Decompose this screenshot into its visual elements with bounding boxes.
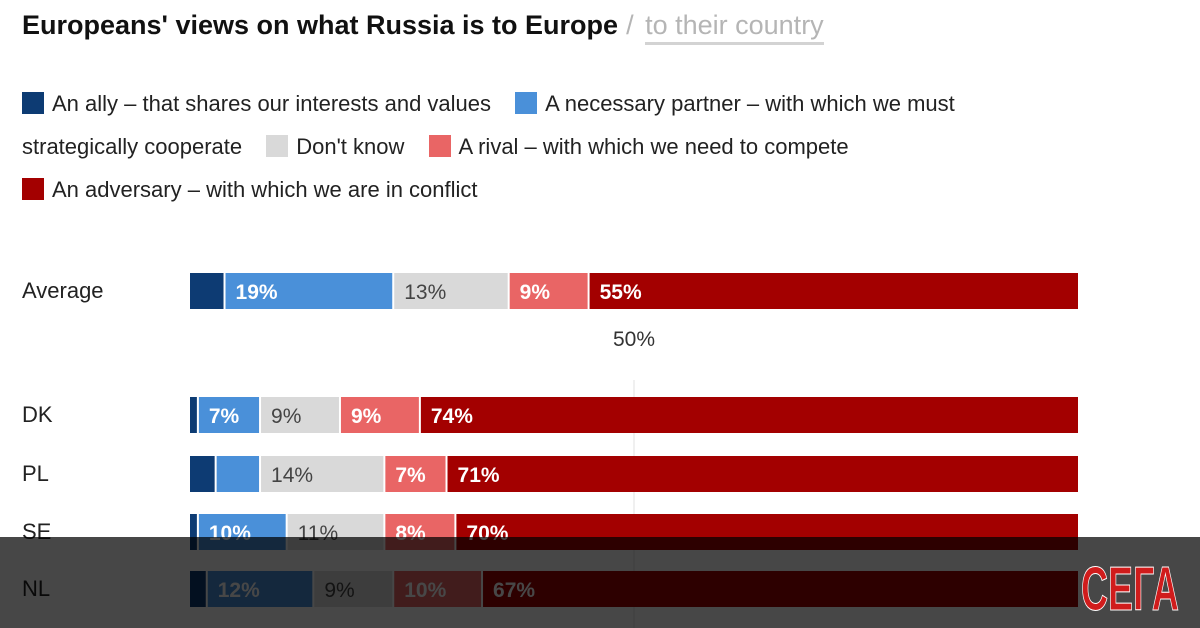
bar-pl-series-2 [261,456,384,492]
legend: An ally – that shares our interests and … [22,82,1062,211]
bar-average-series-0 [190,273,224,309]
category-label-dk: DK [22,402,53,427]
legend-label-adversary: An adversary – with which we are in conf… [52,177,478,202]
bar-average-series-1 [225,273,393,309]
title-separator: / [626,10,634,40]
category-label-average: Average [22,278,104,303]
data-label-dk-series-4: 74% [431,405,473,428]
legend-item-dont-know: Don't know [266,134,404,159]
data-label-average-series-4: 55% [600,281,642,304]
legend-item-adversary: An adversary – with which we are in conf… [22,177,478,202]
data-label-dk-series-3: 9% [351,405,382,428]
legend-item-ally: An ally – that shares our interests and … [22,91,491,116]
data-label-pl-series-2: 14% [271,464,313,487]
bar-dk-series-2 [261,397,339,433]
bar-average-series-4 [589,273,1078,309]
legend-item-rival: A rival – with which we need to compete [428,134,849,159]
bar-pl-series-1 [216,456,260,492]
legend-swatch-rival [428,135,451,157]
legend-swatch-dont-know [266,135,289,157]
data-label-pl-series-4: 71% [458,464,500,487]
sega-logo-text: СЕГА [1081,555,1179,622]
data-label-pl-series-3: 7% [395,464,426,487]
legend-swatch-adversary [22,178,44,200]
legend-label-partner: A necessary partner – with which we must… [22,91,955,159]
bar-dk-series-4 [420,397,1078,433]
legend-label-dont-know: Don't know [296,134,405,159]
bar-pl-series-3 [385,456,446,492]
legend-label-rival: A rival – with which we need to compete [458,134,849,159]
legend-swatch-partner [515,92,538,114]
bar-pl-series-0 [190,456,215,492]
category-label-pl: PL [22,461,49,486]
bar-dk-series-3 [340,397,419,433]
bar-pl-series-4 [447,456,1078,492]
data-label-dk-series-2: 9% [271,405,301,428]
sega-logo: СЕГА [1081,555,1180,623]
bar-average-series-2 [394,273,508,309]
data-label-average-series-3: 9% [520,281,551,304]
bar-dk-series-0 [190,397,197,433]
bar-average-series-3 [509,273,588,309]
tab-to-their-country[interactable]: to their country [645,10,824,45]
title-main: Europeans' views on what Russia is to Eu… [22,10,619,40]
legend-item-partner: A necessary partner – with which we must… [22,91,955,159]
legend-label-ally: An ally – that shares our interests and … [52,91,492,116]
legend-swatch-ally [22,92,44,114]
chart-title: Europeans' views on what Russia is to Eu… [22,10,824,45]
reference-label: 50% [613,328,655,351]
data-label-average-series-2: 13% [404,281,446,304]
dark-overlay-band [0,537,1200,628]
bar-dk-series-1 [198,397,260,433]
bar-se-series-0 [190,514,197,550]
data-label-average-series-1: 19% [236,281,278,304]
data-label-dk-series-1: 7% [209,405,240,428]
